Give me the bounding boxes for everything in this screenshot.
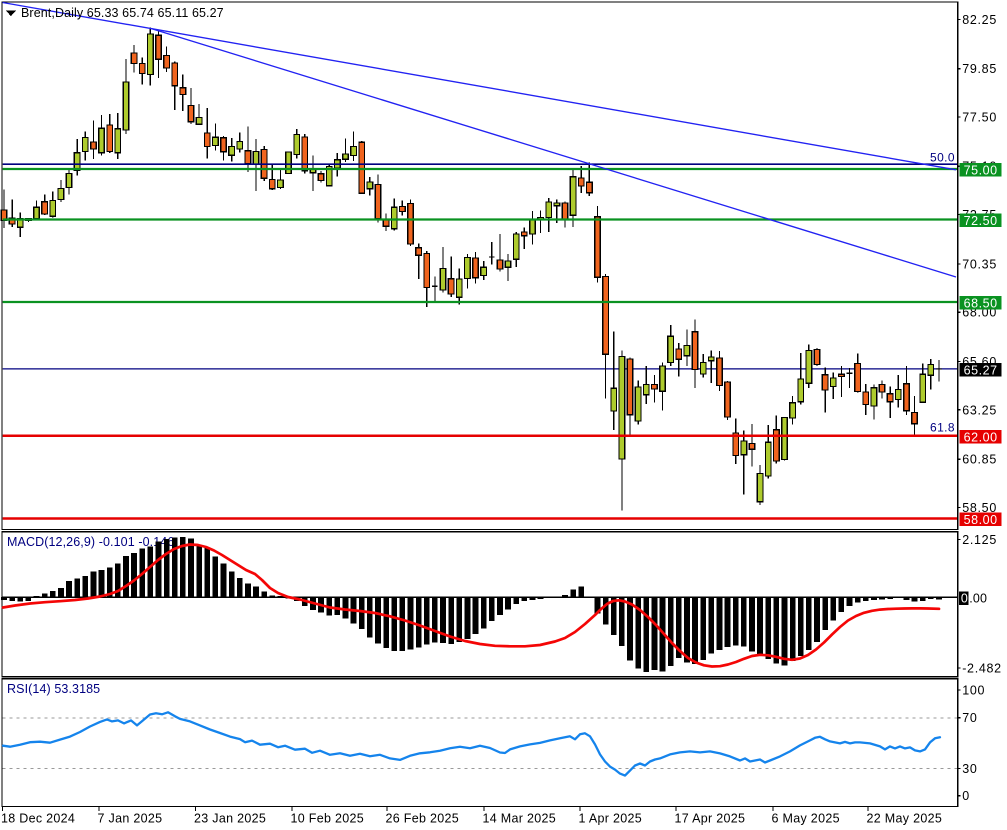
svg-text:23 Jan 2025: 23 Jan 2025 <box>194 812 266 826</box>
svg-text:10 Feb 2025: 10 Feb 2025 <box>291 812 365 826</box>
svg-text:77.50: 77.50 <box>962 110 997 124</box>
svg-text:82.25: 82.25 <box>962 13 997 27</box>
svg-text:68.50: 68.50 <box>964 297 998 311</box>
svg-text:7 Jan 2025: 7 Jan 2025 <box>98 812 163 826</box>
svg-text:-2.482: -2.482 <box>962 661 1002 675</box>
svg-text:60.85: 60.85 <box>962 453 997 467</box>
svg-text:70.35: 70.35 <box>962 257 997 271</box>
svg-text:18 Dec 2024: 18 Dec 2024 <box>1 812 75 826</box>
svg-text:58.00: 58.00 <box>964 513 998 527</box>
svg-text:22 May 2025: 22 May 2025 <box>867 812 943 826</box>
svg-text:79.85: 79.85 <box>962 62 997 76</box>
svg-text:2.125: 2.125 <box>962 533 997 547</box>
svg-text:0: 0 <box>962 789 970 803</box>
svg-text:0: 0 <box>961 592 968 606</box>
svg-text:6 May 2025: 6 May 2025 <box>772 812 840 826</box>
svg-text:MACD(12,26,9) -0.101 -0.146: MACD(12,26,9) -0.101 -0.146 <box>7 535 174 549</box>
svg-text:63.25: 63.25 <box>962 403 997 417</box>
svg-text:26 Feb 2025: 26 Feb 2025 <box>386 812 460 826</box>
svg-text:30: 30 <box>962 762 977 776</box>
svg-text:50.0: 50.0 <box>930 150 955 164</box>
svg-text:75.00: 75.00 <box>964 164 998 178</box>
svg-text:17 Apr 2025: 17 Apr 2025 <box>675 812 746 826</box>
svg-text:62.00: 62.00 <box>964 430 998 444</box>
svg-text:65.27: 65.27 <box>964 364 998 378</box>
svg-text:Brent,Daily 65.33 65.74 65.11: Brent,Daily 65.33 65.74 65.11 65.27 <box>21 6 224 20</box>
svg-text:72.50: 72.50 <box>964 214 998 228</box>
svg-text:.00: .00 <box>969 592 987 606</box>
svg-text:100: 100 <box>962 683 985 697</box>
svg-text:70: 70 <box>962 711 977 725</box>
svg-text:RSI(14) 53.3185: RSI(14) 53.3185 <box>7 682 100 696</box>
svg-text:61.8: 61.8 <box>930 421 955 435</box>
svg-text:58.50: 58.50 <box>962 501 997 515</box>
svg-text:14 Mar 2025: 14 Mar 2025 <box>483 812 556 826</box>
svg-text:1 Apr 2025: 1 Apr 2025 <box>579 812 642 826</box>
